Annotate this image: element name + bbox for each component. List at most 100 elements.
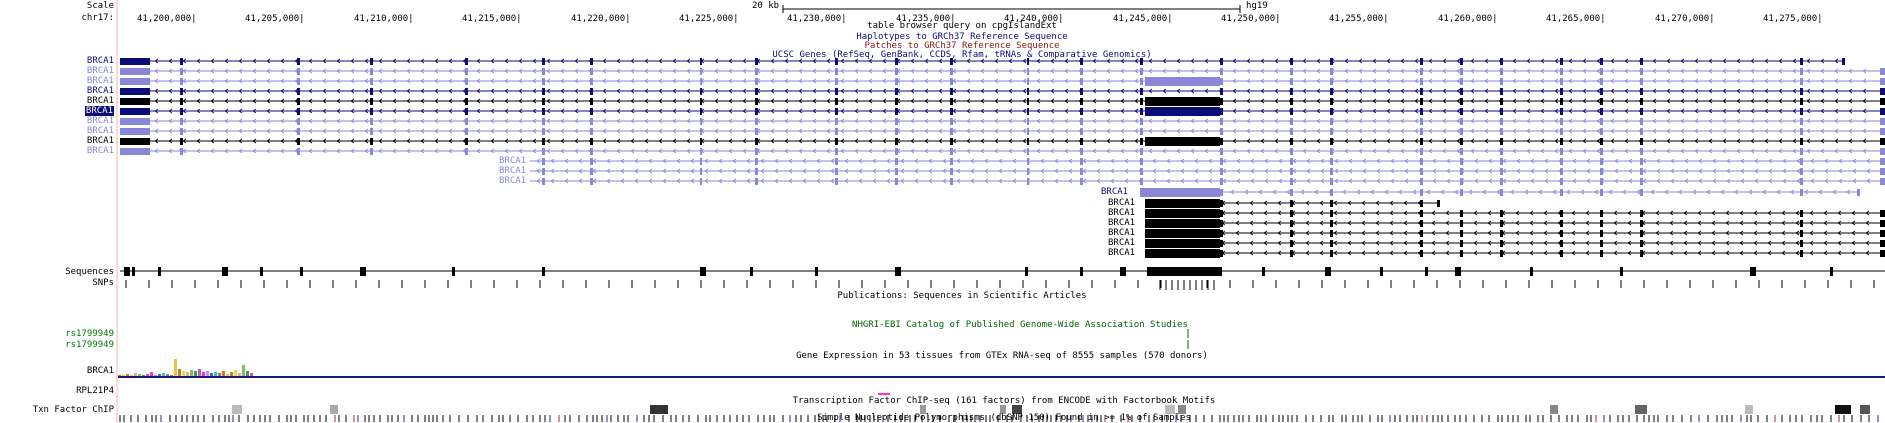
exon	[1290, 98, 1293, 105]
strand-arrow	[574, 68, 579, 74]
strand-arrow	[1810, 158, 1815, 164]
sequences-track-label[interactable]: Sequences	[65, 267, 114, 277]
strand-arrow	[994, 58, 999, 64]
strand-arrow	[812, 98, 817, 104]
strand-arrow	[1022, 78, 1027, 84]
track-title-gwas[interactable]: NHGRI-EBI Catalog of Published Genome-Wi…	[852, 320, 1188, 330]
strand-arrow	[1442, 148, 1447, 154]
strand-arrow	[1036, 108, 1041, 114]
strand-arrow	[1750, 138, 1755, 144]
highlighted-gene-text[interactable]: BRCA1	[84, 106, 114, 116]
strand-arrow	[728, 98, 733, 104]
inline-gene-label[interactable]: BRCA1	[1108, 208, 1136, 218]
gene-label[interactable]: BRCA1	[86, 66, 114, 76]
track-title-txn-factor[interactable]: Transcription Factor ChIP-seq (161 facto…	[792, 396, 1216, 406]
strand-arrow	[1372, 58, 1377, 64]
gwas-snp-label[interactable]: rs1799949	[65, 340, 114, 350]
strand-arrow	[1096, 168, 1101, 174]
strand-arrow	[322, 118, 327, 124]
track-title-haplotypes[interactable]: Haplotypes to GRCh37 Reference Sequence	[856, 32, 1068, 42]
pink-marker	[878, 393, 890, 395]
publication-sequence	[360, 267, 366, 276]
strand-arrow	[686, 58, 691, 64]
strand-arrow	[1750, 148, 1755, 154]
strand-arrow	[532, 78, 537, 84]
gene-label[interactable]: BRCA1	[86, 146, 114, 156]
gene-label[interactable]: BRCA1	[86, 126, 114, 136]
strand-arrow	[984, 158, 989, 164]
scale-label: Scale	[86, 1, 114, 11]
strand-arrow	[970, 158, 975, 164]
strand-arrow	[1711, 210, 1716, 216]
txn-factor-track-label[interactable]: Txn Factor ChIP	[32, 405, 114, 415]
strand-arrow	[1526, 58, 1531, 64]
gene-label[interactable]: BRCA1	[86, 116, 114, 126]
strand-arrow	[1264, 158, 1269, 164]
strand-arrow	[1512, 98, 1517, 104]
track-title-snp150[interactable]: Simple Nucleotide Polymorphisms (dbSNP 1…	[817, 413, 1191, 423]
track-title-ucsc-genes[interactable]: UCSC Genes (RefSeq, GenBank, CCDS, Rfam,…	[772, 50, 1152, 60]
strand-arrow	[1022, 58, 1027, 64]
strand-arrow	[1470, 128, 1475, 134]
strand-arrow	[1694, 128, 1699, 134]
strand-arrow	[1806, 98, 1811, 104]
strand-arrow	[280, 88, 285, 94]
exon	[590, 138, 593, 145]
strand-arrow	[224, 138, 229, 144]
track-title-gtex[interactable]: Gene Expression in 53 tissues from GTEx …	[796, 351, 1208, 361]
gene-label[interactable]: BRCA1	[86, 76, 114, 86]
strand-arrow	[830, 158, 835, 164]
strand-arrow	[280, 108, 285, 114]
inline-gene-label[interactable]: BRCA1	[1108, 218, 1136, 228]
strand-arrow	[732, 168, 737, 174]
inline-gene-label[interactable]: BRCA1	[1108, 198, 1136, 208]
gene-label[interactable]: BRCA1	[86, 86, 114, 96]
exon	[1640, 128, 1643, 135]
gene-label-highlighted[interactable]: BRCA1	[0, 106, 114, 116]
strand-arrow	[1208, 158, 1213, 164]
strand-arrow	[602, 148, 607, 154]
gene-label[interactable]: BRCA1	[86, 56, 114, 66]
strand-arrow	[1753, 230, 1758, 236]
gene-label[interactable]: BRCA1	[86, 96, 114, 106]
inline-gene-label[interactable]: BRCA1	[1108, 248, 1136, 258]
gene-label[interactable]: BRCA1	[86, 136, 114, 146]
pseudogene-label[interactable]: RPL21P4	[76, 386, 114, 396]
strand-arrow	[938, 88, 943, 94]
strand-arrow	[1543, 210, 1548, 216]
strand-arrow	[1208, 178, 1213, 184]
track-title-publications[interactable]: Publications: Sequences in Scientific Ar…	[837, 291, 1087, 301]
inline-gene-label[interactable]: BRCA1	[1101, 187, 1129, 197]
gwas-snp-label[interactable]: rs1799949	[65, 329, 114, 339]
strand-arrow	[224, 118, 229, 124]
strand-arrow	[770, 68, 775, 74]
exon	[297, 88, 300, 95]
inline-gene-label[interactable]: BRCA1	[499, 176, 527, 186]
inline-gene-label[interactable]: BRCA1	[1108, 228, 1136, 238]
strand-arrow	[1264, 168, 1269, 174]
strand-arrow	[1344, 98, 1349, 104]
strand-arrow	[1666, 88, 1671, 94]
strand-arrow	[196, 118, 201, 124]
exon	[1560, 148, 1563, 155]
inline-gene-label[interactable]: BRCA1	[1108, 238, 1136, 248]
strand-arrow	[704, 178, 709, 184]
track-title-table-browser[interactable]: table browser query on cpgIslandExt	[867, 21, 1057, 31]
strand-arrow	[336, 148, 341, 154]
inline-gene-label[interactable]: BRCA1	[499, 156, 527, 166]
strand-arrow	[1361, 250, 1366, 256]
exon	[1080, 148, 1083, 155]
gtex-gene-label[interactable]: BRCA1	[86, 366, 114, 376]
strand-arrow	[1372, 78, 1377, 84]
snps-track-label[interactable]: SNPs	[92, 278, 114, 288]
strand-arrow	[994, 68, 999, 74]
exon	[1140, 118, 1143, 125]
strand-arrow	[1823, 240, 1828, 246]
strand-arrow	[490, 138, 495, 144]
strand-arrow	[1610, 58, 1615, 64]
track-title-patches[interactable]: Patches to GRCh37 Reference Sequence	[864, 41, 1060, 51]
exon	[895, 98, 898, 105]
inline-gene-label[interactable]: BRCA1	[499, 166, 527, 176]
